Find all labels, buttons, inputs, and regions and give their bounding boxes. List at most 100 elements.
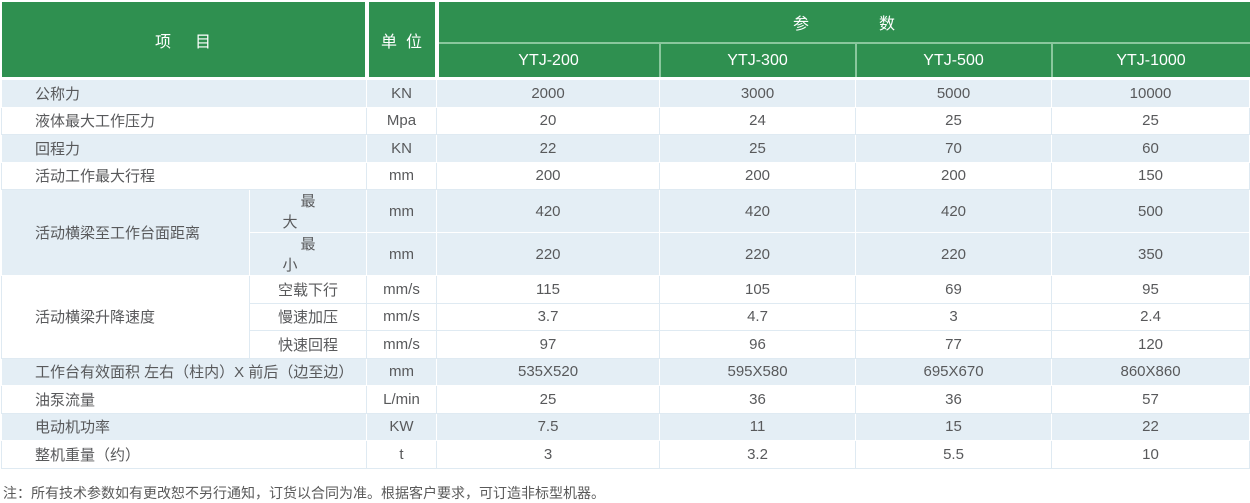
row-label: 电动机功率 bbox=[0, 412, 368, 441]
column-header-model-ytj-500: YTJ-500 bbox=[854, 43, 1052, 80]
sub-row-label: 空载下行 bbox=[248, 275, 368, 304]
value-cell-YTJ-500: 77 bbox=[855, 330, 1053, 359]
spec-table-body: 公称力 KN 2000 3000 5000 10000 液体最大工作压力 Mpa 20 24 25 2… bbox=[0, 78, 1250, 469]
unit-cell: L/min bbox=[366, 385, 438, 414]
table-row: 回程力 KN 22 25 70 60 bbox=[0, 134, 1250, 163]
value-cell-YTJ-300: 4.7 bbox=[659, 302, 857, 331]
value-cell-YTJ-300: 3000 bbox=[659, 78, 857, 108]
value-cell-YTJ-1000: 120 bbox=[1051, 330, 1250, 359]
value-cell-YTJ-500: 69 bbox=[855, 275, 1053, 304]
value-cell-YTJ-300: 420 bbox=[659, 189, 857, 233]
unit-cell: mm/s bbox=[366, 330, 438, 359]
unit-cell: mm/s bbox=[366, 302, 438, 331]
unit-cell: KW bbox=[366, 412, 438, 441]
value-cell-YTJ-500: 25 bbox=[855, 106, 1053, 135]
table-row: 工作台有效面积 左右（柱内）X 前后（边至边） mm 535X520 595X580 6… bbox=[0, 357, 1250, 386]
row-label: 活动横梁至工作台面距离 bbox=[1, 189, 250, 276]
value-cell-YTJ-500: 695X670 bbox=[855, 357, 1053, 386]
value-cell-YTJ-300: 220 bbox=[659, 232, 857, 276]
unit-cell: mm/s bbox=[366, 275, 438, 304]
row-label: 回程力 bbox=[0, 134, 368, 163]
value-cell-YTJ-1000: 10000 bbox=[1051, 78, 1250, 108]
table-row: 公称力 KN 2000 3000 5000 10000 bbox=[0, 78, 1250, 108]
unit-cell: Mpa bbox=[366, 106, 438, 135]
table-row: 电动机功率 KW 7.5 11 15 22 bbox=[0, 412, 1250, 441]
value-cell-YTJ-200: 22 bbox=[436, 134, 661, 163]
value-cell-YTJ-1000: 860X860 bbox=[1051, 357, 1250, 386]
unit-cell: mm bbox=[366, 357, 438, 386]
row-label: 工作台有效面积 左右（柱内）X 前后（边至边） bbox=[0, 357, 368, 386]
unit-cell: mm bbox=[366, 161, 438, 190]
column-header-model-ytj-200: YTJ-200 bbox=[436, 43, 660, 80]
unit-cell: mm bbox=[366, 232, 438, 276]
sub-row-label: 最小 bbox=[248, 232, 368, 276]
unit-cell: KN bbox=[366, 134, 438, 163]
value-cell-YTJ-1000: 500 bbox=[1051, 189, 1250, 233]
value-cell-YTJ-300: 24 bbox=[659, 106, 857, 135]
value-cell-YTJ-1000: 57 bbox=[1051, 385, 1250, 414]
table-row: 活动横梁升降速度 空载下行 mm/s 115 105 69 95 bbox=[1, 275, 1250, 359]
spec-table: 项目 单位 参数 YTJ-200 YTJ-300 YTJ-500 YTJ-100… bbox=[0, 2, 1250, 469]
value-cell-YTJ-500: 15 bbox=[855, 412, 1053, 441]
column-header-unit: 单位 bbox=[366, 2, 439, 80]
row-label: 公称力 bbox=[0, 78, 368, 108]
value-cell-YTJ-200: 220 bbox=[436, 232, 661, 276]
value-cell-YTJ-500: 36 bbox=[855, 385, 1053, 414]
spec-table-header: 项目 单位 参数 YTJ-200 YTJ-300 YTJ-500 YTJ-100… bbox=[1, 2, 1250, 80]
value-cell-YTJ-200: 200 bbox=[436, 161, 661, 190]
table-row: 液体最大工作压力 Mpa 20 24 25 25 bbox=[0, 106, 1250, 135]
sub-row-label: 快速回程 bbox=[248, 330, 368, 359]
sub-row-label: 最大 bbox=[248, 189, 368, 233]
value-cell-YTJ-500: 220 bbox=[855, 232, 1053, 276]
value-cell-YTJ-1000: 22 bbox=[1051, 412, 1250, 441]
value-cell-YTJ-500: 420 bbox=[855, 189, 1053, 233]
table-row: 整机重量（约） t 3 3.2 5.5 10 bbox=[0, 440, 1250, 469]
row-label: 活动横梁升降速度 bbox=[1, 275, 250, 359]
value-cell-YTJ-1000: 60 bbox=[1051, 134, 1250, 163]
value-cell-YTJ-1000: 2.4 bbox=[1051, 302, 1250, 331]
table-row: 快速回程 mm/s 97 96 77 120 bbox=[2, 330, 1250, 359]
row-label: 液体最大工作压力 bbox=[0, 106, 368, 135]
value-cell-YTJ-200: 420 bbox=[436, 189, 661, 233]
value-cell-YTJ-1000: 95 bbox=[1051, 275, 1250, 304]
value-cell-YTJ-200: 25 bbox=[436, 385, 661, 414]
value-cell-YTJ-200: 7.5 bbox=[436, 412, 661, 441]
unit-cell: mm bbox=[366, 189, 438, 233]
value-cell-YTJ-1000: 150 bbox=[1051, 161, 1250, 190]
value-cell-YTJ-500: 5000 bbox=[855, 78, 1053, 108]
column-header-model-ytj-300: YTJ-300 bbox=[658, 43, 856, 80]
unit-cell: t bbox=[366, 440, 438, 469]
value-cell-YTJ-300: 595X580 bbox=[659, 357, 857, 386]
value-cell-YTJ-300: 105 bbox=[659, 275, 857, 304]
value-cell-YTJ-300: 96 bbox=[659, 330, 857, 359]
table-row: 最小 mm 220 220 220 350 bbox=[2, 232, 1250, 276]
value-cell-YTJ-200: 115 bbox=[436, 275, 661, 304]
value-cell-YTJ-300: 3.2 bbox=[659, 440, 857, 469]
value-cell-YTJ-200: 20 bbox=[436, 106, 661, 135]
row-label: 油泵流量 bbox=[0, 385, 368, 414]
value-cell-YTJ-300: 11 bbox=[659, 412, 857, 441]
table-row: 活动工作最大行程 mm 200 200 200 150 bbox=[0, 161, 1250, 190]
value-cell-YTJ-200: 535X520 bbox=[436, 357, 661, 386]
unit-cell: KN bbox=[366, 78, 438, 108]
sub-row-label: 慢速加压 bbox=[248, 302, 368, 331]
value-cell-YTJ-200: 3 bbox=[436, 440, 661, 469]
value-cell-YTJ-1000: 25 bbox=[1051, 106, 1250, 135]
row-label: 整机重量（约） bbox=[0, 440, 368, 469]
value-cell-YTJ-300: 25 bbox=[659, 134, 857, 163]
value-cell-YTJ-300: 36 bbox=[659, 385, 857, 414]
column-header-model-ytj-1000: YTJ-1000 bbox=[1050, 43, 1250, 80]
value-cell-YTJ-1000: 350 bbox=[1051, 232, 1250, 276]
value-cell-YTJ-200: 2000 bbox=[436, 78, 661, 108]
value-cell-YTJ-200: 3.7 bbox=[436, 302, 661, 331]
value-cell-YTJ-500: 5.5 bbox=[855, 440, 1053, 469]
column-header-item: 项目 bbox=[1, 2, 369, 80]
value-cell-YTJ-500: 200 bbox=[855, 161, 1053, 190]
value-cell-YTJ-300: 200 bbox=[659, 161, 857, 190]
column-header-parameters: 参数 bbox=[436, 2, 1250, 44]
table-row: 油泵流量 L/min 25 36 36 57 bbox=[0, 385, 1250, 414]
value-cell-YTJ-500: 3 bbox=[855, 302, 1053, 331]
row-label: 活动工作最大行程 bbox=[0, 161, 368, 190]
value-cell-YTJ-500: 70 bbox=[855, 134, 1053, 163]
